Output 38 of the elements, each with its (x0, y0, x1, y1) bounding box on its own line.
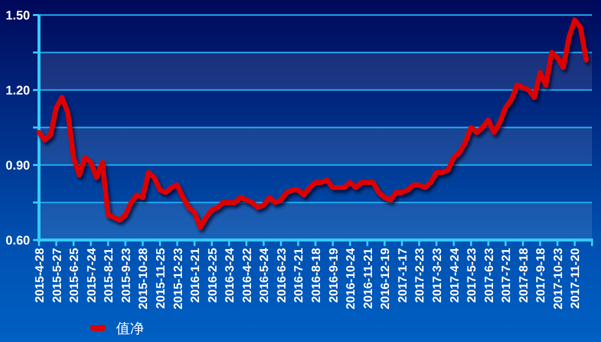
x-tick-label: 2016-3-24 (222, 248, 237, 303)
x-tick-label: 2016-6-23 (274, 248, 288, 303)
x-tick-label: 2016-12-19 (378, 248, 392, 310)
x-tick-label: 2017-6-23 (482, 248, 496, 303)
x-tick-label: 2015-5-27 (50, 248, 64, 303)
x-tick-label: 2017-4-24 (447, 248, 462, 303)
y-tick-label: 0.60 (6, 234, 30, 248)
x-tick-label: 2015-4-28 (32, 248, 46, 303)
x-tick-label: 2017-7-21 (499, 248, 514, 303)
x-tick-label: 2017-5-23 (464, 248, 479, 303)
x-tick-label: 2017-11-20 (568, 248, 582, 309)
x-tick-label: 2017-1-17 (395, 248, 410, 303)
x-tick-label: 2016-7-21 (292, 248, 306, 303)
x-tick-label: 2015-12-23 (170, 248, 185, 310)
x-tick-label: 2016-9-19 (326, 248, 340, 303)
x-tick-label: 2016-11-21 (360, 248, 375, 309)
x-tick-label: 2017-2-23 (412, 248, 427, 303)
y-tick-label: 0.90 (6, 158, 30, 172)
x-tick-label: 2015-6-25 (67, 248, 82, 303)
x-tick-label: 2015-11-25 (153, 248, 168, 309)
y-tick-label: 1.20 (6, 84, 30, 98)
x-tick-label: 2017-3-23 (430, 248, 444, 303)
x-tick-label: 2017-10-23 (550, 248, 565, 310)
x-tick-label: 2015-10-28 (136, 248, 150, 310)
x-tick-label: 2016-10-24 (344, 248, 358, 310)
x-tick-label: 2015-7-24 (84, 248, 98, 303)
x-tick-label: 2016-4-22 (240, 248, 254, 303)
x-tick-label: 2016-5-24 (257, 248, 272, 303)
x-tick-label: 2016-2-25 (205, 248, 220, 303)
x-tick-label: 2017-8-18 (516, 248, 530, 303)
x-tick-label: 2015-9-23 (118, 248, 133, 303)
x-tick-label: 2016-1-21 (188, 248, 202, 303)
legend-label: 值净 (116, 320, 144, 336)
x-tick-label: 2015-8-21 (102, 248, 116, 303)
y-tick-label: 1.50 (6, 8, 30, 22)
legend: 值净 (90, 320, 144, 336)
x-tick-label: 2017-9-18 (534, 248, 548, 303)
x-tick-label: 2016-8-18 (309, 248, 323, 303)
